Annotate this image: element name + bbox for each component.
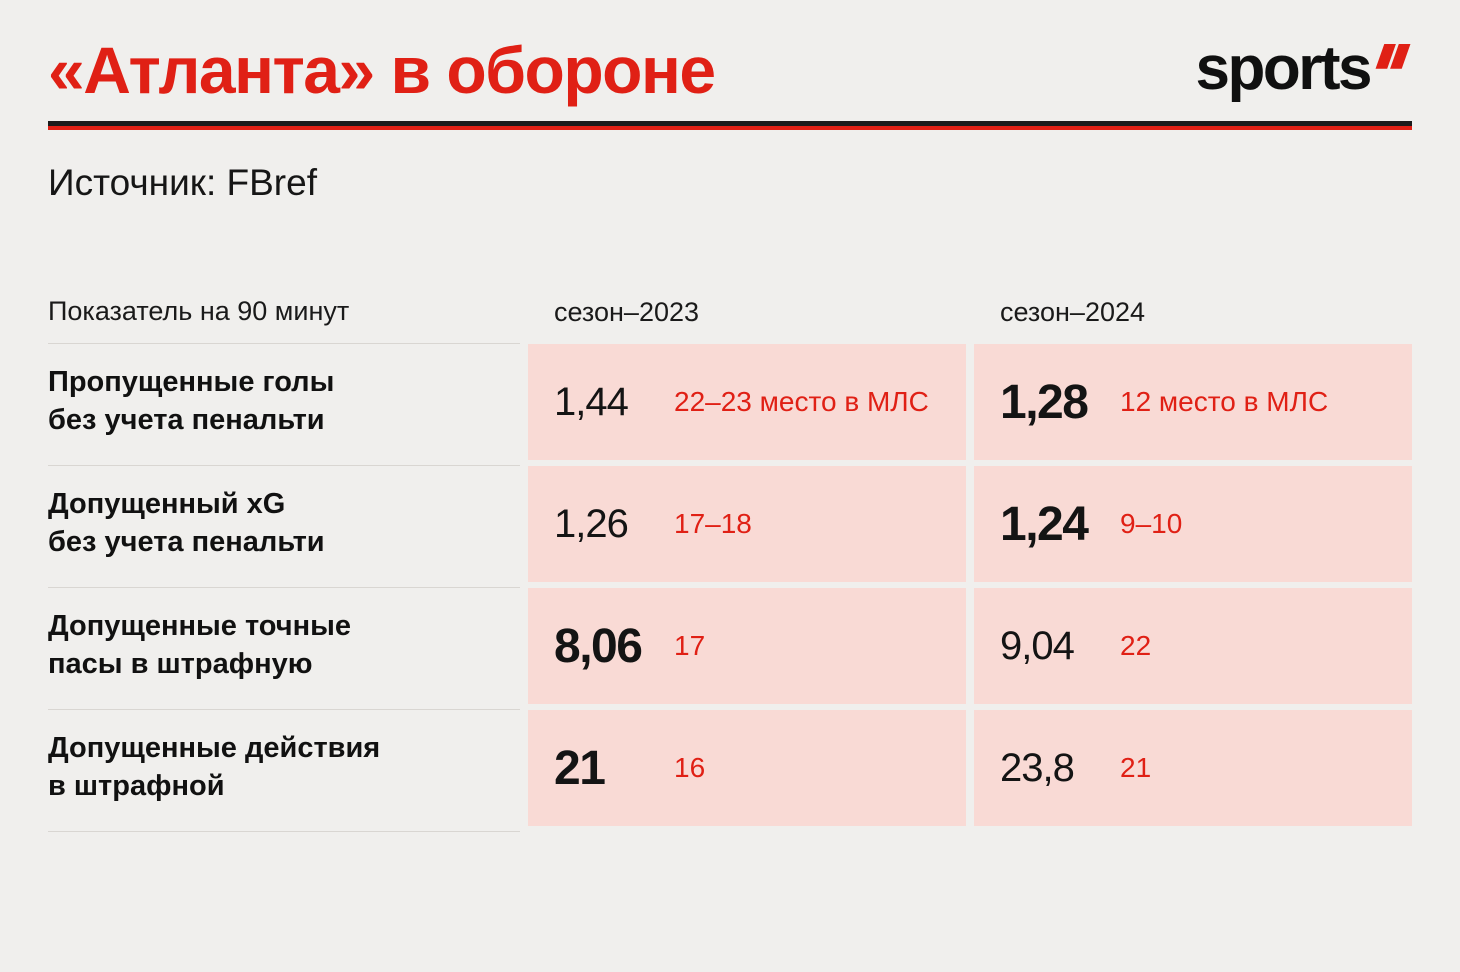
value-cell-2024: 23,8 21 <box>974 710 1412 827</box>
stat-rank: 17 <box>674 630 706 662</box>
sports-logo-text: sports <box>1195 34 1373 103</box>
row-label-line2: без учета пенальти <box>48 403 325 436</box>
stat-value: 21 <box>554 741 606 795</box>
row-label-line1: Допущенный xG <box>48 488 286 521</box>
table-row: Допущенные точные пасы в штрафную 8,06 1… <box>48 588 1412 711</box>
row-label: Допущенные действия в штрафной <box>48 710 520 833</box>
value-cell-2023: 8,06 17 <box>528 588 966 705</box>
sports-logo-quote-icon <box>1374 44 1412 81</box>
table-header-row: Показатель на 90 минут сезон–2023 сезон–… <box>48 296 1412 345</box>
row-label-line1: Допущенные точные <box>48 610 352 643</box>
row-label-line2: пасы в штрафную <box>48 647 313 680</box>
row-label: Пропущенные голы без учета пенальти <box>48 344 520 467</box>
stat-rank: 16 <box>674 752 706 784</box>
value-cell-2023: 1,26 17–18 <box>528 466 966 583</box>
stat-value: 1,26 <box>554 501 629 546</box>
stat-value: 1,44 <box>554 379 629 424</box>
stat-rank: 22 <box>1120 630 1152 662</box>
row-label-line2: в штрафной <box>48 769 225 802</box>
table-row: Пропущенные голы без учета пенальти 1,44… <box>48 344 1412 467</box>
stat-rank: 21 <box>1120 752 1152 784</box>
row-label-line1: Допущенные действия <box>48 732 381 765</box>
stat-rank: 12 место в МЛС <box>1120 386 1329 418</box>
value-cell-2024: 1,28 12 место в МЛС <box>974 344 1412 461</box>
stat-rank: 9–10 <box>1120 508 1183 540</box>
sports-logo: sports <box>1195 34 1412 103</box>
divider-red-line <box>48 126 1412 131</box>
stat-value: 23,8 <box>1000 745 1075 790</box>
stat-value: 8,06 <box>554 619 643 673</box>
table-row: Допущенный xG без учета пенальти 1,26 17… <box>48 466 1412 589</box>
stat-value: 1,24 <box>1000 497 1089 551</box>
column-header-season-2024: сезон–2024 <box>1000 297 1146 328</box>
row-label: Допущенные точные пасы в штрафную <box>48 588 520 711</box>
page-title: «Атланта» в обороне <box>48 33 716 107</box>
stats-table: Показатель на 90 минут сезон–2023 сезон–… <box>48 296 1412 833</box>
column-header-metric: Показатель на 90 минут <box>48 296 520 345</box>
table-row: Допущенные действия в штрафной 21 16 23,… <box>48 710 1412 833</box>
stat-rank: 17–18 <box>674 508 752 540</box>
top-bar: «Атланта» в обороне sports <box>48 30 1412 105</box>
header-divider <box>48 121 1412 131</box>
stat-value: 1,28 <box>1000 375 1089 429</box>
stat-value: 9,04 <box>1000 623 1075 668</box>
value-cell-2024: 9,04 22 <box>974 588 1412 705</box>
stat-rank: 22–23 место в МЛС <box>674 386 929 418</box>
divider-black-line <box>48 121 1412 127</box>
source-label: Источник: FBref <box>48 162 317 204</box>
value-cell-2024: 1,24 9–10 <box>974 466 1412 583</box>
value-cell-2023: 21 16 <box>528 710 966 827</box>
row-label: Допущенный xG без учета пенальти <box>48 466 520 589</box>
row-label-line1: Пропущенные голы <box>48 366 335 399</box>
row-label-line2: без учета пенальти <box>48 525 325 558</box>
value-cell-2023: 1,44 22–23 место в МЛС <box>528 344 966 461</box>
column-header-season-2023: сезон–2023 <box>554 297 700 328</box>
